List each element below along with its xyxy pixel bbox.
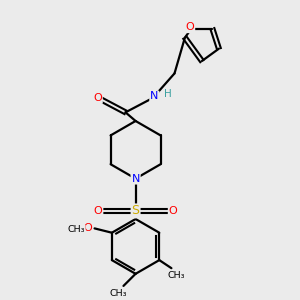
- Text: H: H: [164, 89, 172, 100]
- Text: CH₃: CH₃: [110, 289, 127, 298]
- Text: CH₃: CH₃: [68, 225, 85, 234]
- Text: S: S: [132, 205, 140, 218]
- Text: N: N: [150, 92, 158, 101]
- Text: O: O: [169, 206, 177, 216]
- Text: N: N: [131, 174, 140, 184]
- Text: O: O: [93, 93, 102, 103]
- Text: O: O: [94, 206, 103, 216]
- Text: CH₃: CH₃: [168, 271, 185, 280]
- Text: O: O: [83, 224, 92, 233]
- Text: O: O: [186, 22, 194, 32]
